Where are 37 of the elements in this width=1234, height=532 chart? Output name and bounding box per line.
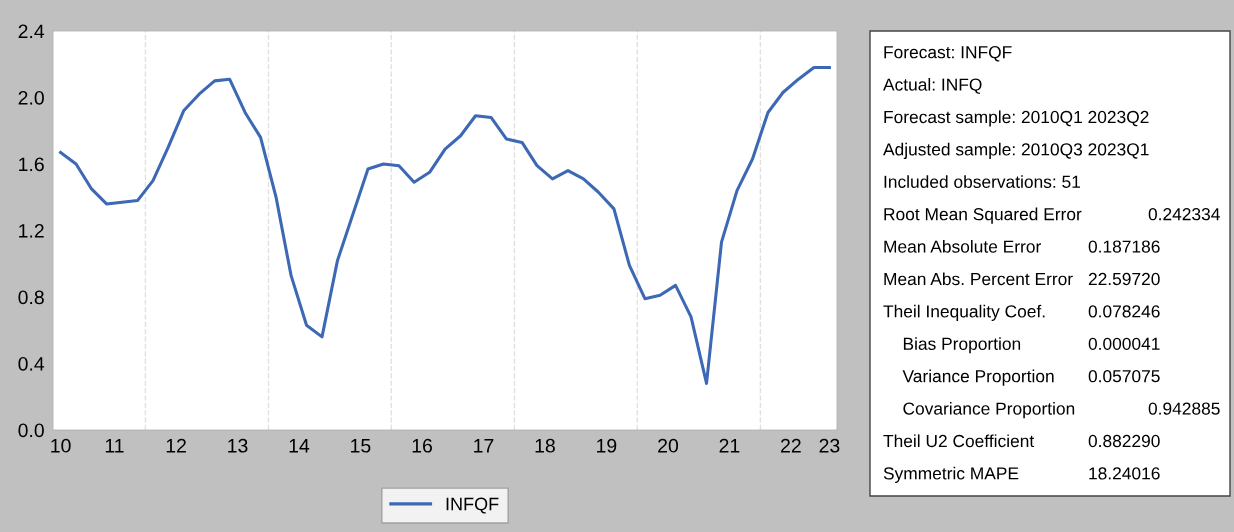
x-tick-label: 16 (412, 438, 432, 453)
x-tick-label: 20 (658, 438, 679, 453)
y-tick-label: 1.2 (19, 223, 44, 238)
x-tick-label: 19 (597, 438, 617, 453)
text: Root Mean Squared Error 0.242334 (884, 207, 1220, 224)
text: Symmetric MAPE 18.24016 (883, 466, 1160, 483)
line-series (59, 66, 831, 385)
text: Forecast sample: 2010Q1 2023Q2 (884, 110, 1149, 127)
text: Variance Proportion 0.057075 (902, 369, 1160, 386)
text: Bias Proportion 0.000041 (903, 337, 1160, 354)
legend-label: INFQF (446, 497, 499, 514)
y-tick-label: 0.8 (18, 290, 44, 305)
text: Theil U2 Coefficient 0.882290 (883, 434, 1160, 448)
y-tick-label: 0.4 (18, 356, 45, 371)
text: Adjusted sample: 2010Q3 2023Q1 (883, 142, 1149, 159)
text: Included observations: 51 (884, 175, 1081, 188)
x-tick-label: 18 (535, 438, 555, 453)
x-tick-label: 23 (819, 438, 840, 453)
x-tick-label: 13 (228, 438, 248, 453)
x-tick-label: 22 (781, 438, 801, 453)
y-tick-label: 2.0 (18, 90, 44, 105)
x-tick-label: 21 (719, 438, 740, 453)
y-tick-label: 2.4 (18, 24, 45, 39)
text: Mean Abs. Percent Error 22.59720 (884, 272, 1160, 286)
x-tick-label: 11 (105, 439, 124, 453)
text: Mean Absolute Error 0.187186 (884, 239, 1160, 253)
x-tick-label: 14 (289, 439, 310, 453)
text: Actual: INFQ (883, 77, 982, 94)
text: Forecast: INFQF (884, 46, 1012, 62)
text: Theil Inequality Coef. 0.078246 (883, 304, 1160, 321)
x-tick-label: 15 (351, 439, 371, 453)
y-tick-label: 0.0 (18, 423, 44, 438)
y-tick-label: 1.6 (19, 157, 44, 172)
x-tick-label: 12 (166, 438, 186, 453)
text: Covariance Proportion 0.942885 (903, 401, 1220, 419)
x-tick-label: 17 (474, 439, 494, 453)
x-tick-label: 10 (51, 438, 71, 453)
